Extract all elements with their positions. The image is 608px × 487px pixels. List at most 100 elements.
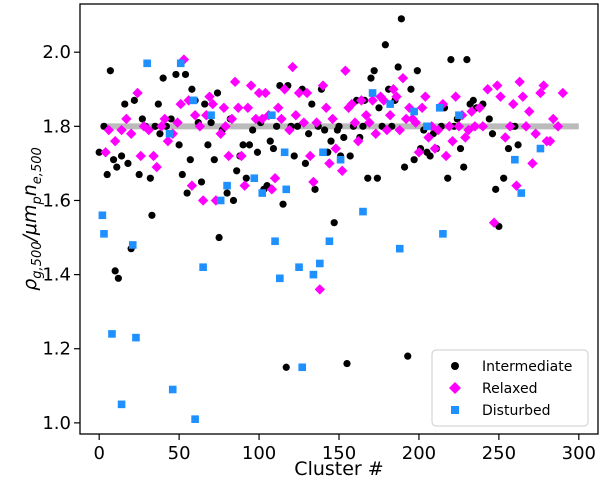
disturbed-point: [168, 385, 177, 394]
intermediate-point: [269, 144, 278, 153]
legend-box: [431, 349, 589, 427]
relaxed-point: [360, 110, 372, 121]
relaxed-point: [394, 124, 405, 136]
intermediate-point: [213, 89, 222, 97]
relaxed-point: [273, 102, 284, 113]
relaxed-point: [557, 87, 569, 99]
y-tick-label: 1.2: [42, 339, 71, 360]
disturbed-point: [117, 400, 126, 409]
relaxed-point: [453, 121, 465, 132]
relaxed-point: [233, 102, 244, 113]
relaxed-point: [116, 124, 127, 136]
intermediate-point: [346, 152, 354, 160]
relaxed-point: [204, 91, 215, 102]
disturbed-point: [250, 174, 259, 183]
disturbed-point: [100, 230, 108, 238]
disturbed-point: [395, 244, 404, 253]
relaxed-point: [500, 132, 511, 143]
disturbed-point: [435, 103, 444, 112]
relaxed-point: [381, 124, 393, 136]
relaxed-point: [356, 95, 367, 106]
relaxed-point: [388, 84, 399, 95]
intermediate-point: [370, 67, 378, 75]
relaxed-point: [314, 284, 326, 295]
y-tick-label: 1.8: [42, 116, 71, 137]
intermediate-point: [514, 141, 522, 149]
relaxed-point: [410, 117, 421, 128]
y-tick-label: 2.0: [42, 42, 71, 63]
intermediate-point: [249, 126, 257, 134]
relaxed-point: [474, 102, 485, 113]
relaxed-point: [343, 102, 354, 113]
relaxed-point: [132, 87, 143, 99]
intermediate-point: [321, 126, 329, 134]
y-axis-label: ρg,500/μmpne,500: [19, 147, 45, 291]
relaxed-point: [197, 195, 209, 206]
relaxed-point: [257, 113, 268, 125]
intermediate-point: [311, 185, 319, 193]
legend-marker-intermediate: [451, 362, 459, 370]
relaxed-point: [311, 117, 322, 128]
relaxed-point: [109, 135, 121, 147]
intermediate-point: [343, 359, 351, 368]
y-label-tail: n: [19, 184, 41, 196]
relaxed-point: [364, 117, 375, 128]
relaxed-point: [466, 106, 477, 117]
relaxed-point: [242, 102, 254, 113]
disturbed-point: [216, 196, 225, 205]
relaxed-point: [370, 128, 381, 139]
relaxed-point: [301, 87, 313, 99]
intermediate-point: [181, 70, 190, 79]
relaxed-point: [423, 132, 434, 143]
y-label-mid-sub: p: [30, 196, 45, 205]
relaxed-point: [524, 106, 535, 117]
intermediate-point: [138, 115, 146, 123]
relaxed-point: [444, 121, 455, 132]
relaxed-point: [527, 158, 538, 169]
relaxed-point: [125, 128, 137, 139]
intermediate-point: [113, 163, 121, 171]
intermediate-point: [413, 67, 421, 75]
relaxed-point: [336, 165, 348, 177]
intermediate-point: [330, 219, 338, 227]
intermediate-point: [500, 174, 508, 182]
intermediate-point: [266, 137, 274, 145]
relaxed-point: [552, 121, 564, 132]
legend-label-intermediate: Intermediate: [482, 359, 572, 375]
relaxed-point: [440, 150, 452, 162]
intermediate-point: [124, 159, 132, 167]
relaxed-point: [260, 87, 271, 99]
disturbed-point: [268, 111, 276, 120]
intermediate-point: [327, 137, 335, 145]
x-axis-label: Cluster #: [294, 458, 383, 480]
disturbed-point: [325, 237, 334, 246]
relaxed-point: [530, 128, 541, 139]
intermediate-point: [488, 130, 497, 138]
intermediate-point: [111, 267, 119, 275]
relaxed-point: [245, 80, 257, 91]
y-label-rho-sub: g,500: [30, 242, 45, 279]
intermediate-point: [279, 200, 287, 208]
disturbed-point: [276, 274, 284, 283]
intermediate-point: [204, 141, 212, 149]
relaxed-point: [156, 121, 167, 132]
intermediate-point: [223, 189, 231, 197]
relaxed-point: [159, 113, 170, 125]
intermediate-point: [426, 152, 434, 160]
relaxed-point: [397, 72, 409, 84]
intermediate-point: [154, 100, 162, 108]
relaxed-point: [488, 217, 500, 228]
relaxed-point: [508, 98, 519, 110]
disturbed-point: [191, 415, 199, 423]
relaxed-point: [324, 158, 335, 169]
relaxed-point: [100, 147, 111, 158]
intermediate-point: [305, 130, 313, 138]
relaxed-point: [253, 87, 265, 99]
disturbed-point: [176, 59, 185, 68]
relaxed-point: [340, 65, 351, 76]
intermediate-point: [130, 96, 138, 104]
disturbed-point: [189, 96, 198, 105]
disturbed-point: [143, 59, 151, 68]
intermediate-point: [109, 156, 118, 164]
relaxed-point: [218, 102, 230, 113]
